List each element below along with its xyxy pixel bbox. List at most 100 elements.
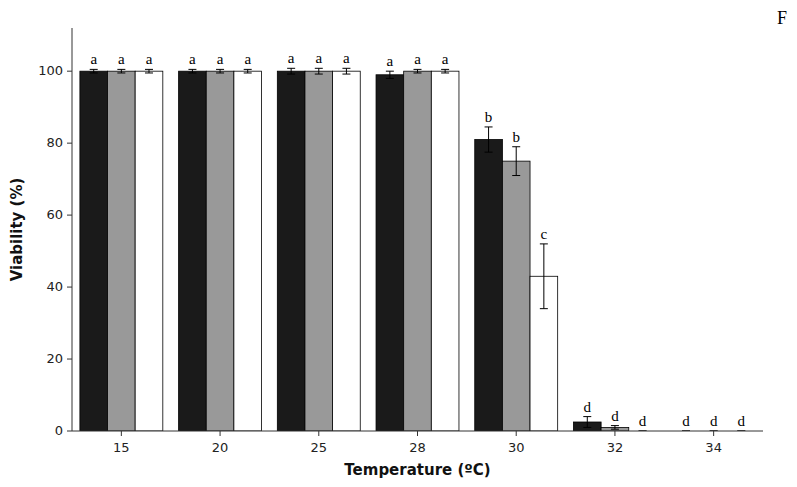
error-bar <box>386 71 394 78</box>
bar <box>431 71 459 431</box>
y-tick-label: 40 <box>46 279 63 294</box>
bar <box>333 71 361 431</box>
error-cap <box>188 72 196 73</box>
letter-label: d <box>639 413 647 429</box>
panel-label: F <box>777 8 787 28</box>
bar <box>206 71 234 431</box>
error-cap <box>512 146 520 147</box>
bar <box>108 71 136 431</box>
x-tick <box>713 431 714 436</box>
series <box>80 68 690 431</box>
error-line <box>587 417 588 428</box>
error-cap <box>287 74 295 75</box>
error-line <box>389 71 390 78</box>
letter-label: a <box>146 51 153 67</box>
letter-label: d <box>738 413 746 429</box>
error-cap <box>441 69 449 70</box>
bar <box>502 161 530 431</box>
error-cap <box>485 126 493 127</box>
error-cap <box>188 69 196 70</box>
series <box>135 68 745 431</box>
error-cap <box>342 68 350 69</box>
error-cap <box>315 68 323 69</box>
error-line <box>516 147 517 176</box>
error-line <box>318 68 319 74</box>
letter-label: a <box>217 51 224 67</box>
letter-label: a <box>442 51 449 67</box>
error-cap <box>386 78 394 79</box>
x-axis-label: Temperature (ºC) <box>344 461 490 479</box>
error-cap <box>540 308 548 309</box>
error-bar <box>145 69 153 73</box>
error-cap <box>611 425 619 426</box>
x-tick-label: 34 <box>705 440 722 455</box>
error-bar <box>90 69 98 73</box>
error-bar <box>315 68 323 74</box>
error-cap <box>414 72 422 73</box>
error-cap <box>540 243 548 244</box>
error-line <box>121 69 122 73</box>
series <box>108 68 718 431</box>
x-tick-label: 25 <box>311 440 328 455</box>
error-bar <box>188 69 196 73</box>
error-cap <box>117 72 125 73</box>
chart: aaaabddaaaabddaaaacdd0204060801001520252… <box>0 0 797 487</box>
error-bar <box>512 147 520 176</box>
error-bar <box>611 426 619 430</box>
x-tick <box>318 431 319 436</box>
letter-label: d <box>584 399 592 415</box>
y-tick-label: 80 <box>46 135 63 150</box>
error-cap <box>90 69 98 70</box>
x-tick-label: 32 <box>607 440 624 455</box>
letter-label: d <box>710 413 718 429</box>
error-line <box>543 244 544 309</box>
error-cap <box>583 416 591 417</box>
error-line <box>247 69 248 73</box>
letter-label: d <box>682 413 690 429</box>
error-bar <box>216 69 224 73</box>
error-cap <box>216 72 224 73</box>
y-tick <box>67 359 72 360</box>
error-bar <box>342 68 350 74</box>
letter-label: d <box>611 408 619 424</box>
error-line <box>445 69 446 73</box>
y-axis-line <box>72 28 73 431</box>
error-cap <box>287 68 295 69</box>
error-cap <box>117 69 125 70</box>
error-line <box>192 69 193 73</box>
bar <box>80 71 108 431</box>
error-line <box>346 68 347 74</box>
y-tick-label: 0 <box>55 423 63 438</box>
y-tick <box>67 287 72 288</box>
error-cap <box>145 72 153 73</box>
x-tick <box>614 431 615 436</box>
y-tick <box>67 143 72 144</box>
error-line <box>614 426 615 430</box>
error-cap <box>485 152 493 153</box>
y-tick-label: 100 <box>38 63 63 78</box>
letter-label: b <box>512 129 520 145</box>
error-bar <box>583 417 591 428</box>
error-cap <box>244 69 252 70</box>
error-bar <box>414 69 422 73</box>
letter-label: c <box>541 226 548 242</box>
letter-label: a <box>288 50 295 66</box>
error-line <box>488 127 489 152</box>
x-tick <box>417 431 418 436</box>
bar <box>404 71 432 431</box>
x-tick <box>220 431 221 436</box>
letter-label: a <box>189 51 196 67</box>
letter-label: a <box>90 51 97 67</box>
error-line <box>417 69 418 73</box>
bar <box>234 71 262 431</box>
letter-labels: aaaabddaaaabddaaaacdd <box>90 50 745 429</box>
y-tick-label: 60 <box>46 207 63 222</box>
error-bar <box>441 69 449 73</box>
error-cap <box>342 74 350 75</box>
bars <box>80 68 745 431</box>
bar <box>376 75 404 431</box>
y-tick <box>67 215 72 216</box>
error-bar <box>117 69 125 73</box>
error-cap <box>583 427 591 428</box>
y-tick <box>67 431 72 432</box>
